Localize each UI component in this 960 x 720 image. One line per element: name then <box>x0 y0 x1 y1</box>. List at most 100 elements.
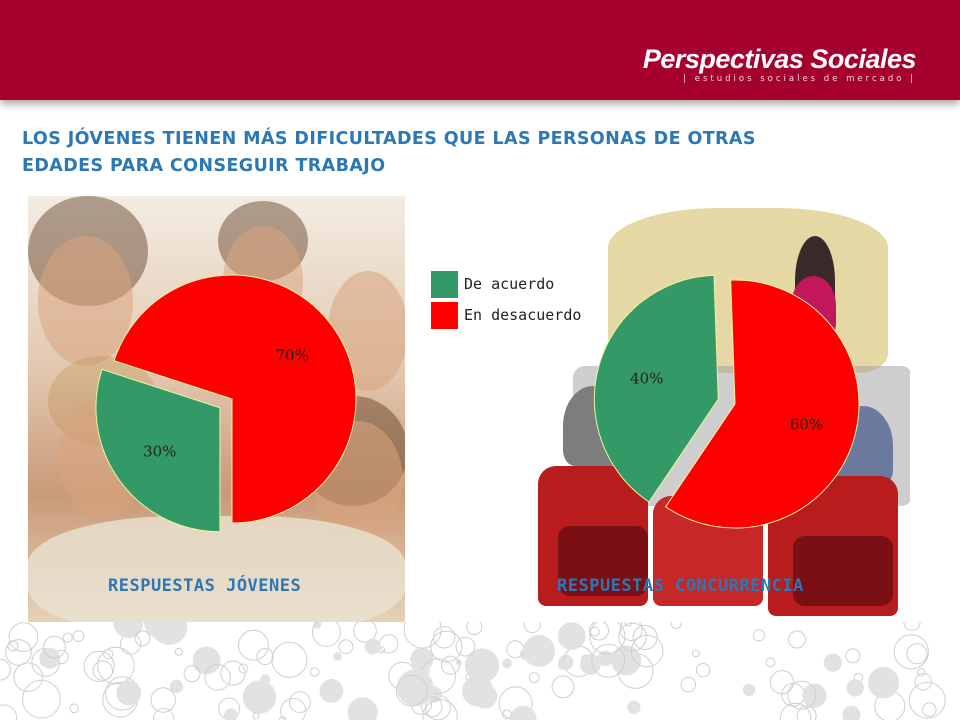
legend-label-de-acuerdo: De acuerdo <box>464 275 555 293</box>
pattern-circle <box>403 622 442 649</box>
pattern-circle <box>174 647 183 656</box>
pattern-circle <box>422 699 458 720</box>
pattern-circle <box>103 649 114 660</box>
pattern-circle <box>256 647 274 666</box>
pattern-circle <box>557 660 567 670</box>
pattern-circle <box>589 622 626 655</box>
pattern-circle <box>144 622 177 639</box>
pattern-circle <box>580 653 601 675</box>
pattern-circle <box>765 657 776 668</box>
pattern-circle <box>169 679 184 694</box>
pattern-circle <box>591 643 626 678</box>
pattern-circle <box>309 667 320 677</box>
pattern-circle <box>183 665 201 683</box>
pattern-circle <box>113 622 144 639</box>
pattern-circle <box>410 647 434 671</box>
slide-title-line1: LOS JÓVENES TIENEN MÁS DIFICULTADES QUE … <box>22 129 756 149</box>
pie-data-label: 40% <box>630 370 663 388</box>
decorative-circle-pattern <box>0 622 960 720</box>
pattern-circle <box>551 675 575 699</box>
pie-slice-en-desacuerdo <box>113 274 357 524</box>
pattern-circle <box>802 683 827 708</box>
pattern-circle <box>630 634 664 668</box>
pattern-circle <box>72 630 85 643</box>
pattern-circle <box>695 663 711 678</box>
pattern-circle <box>597 650 614 667</box>
pattern-circle <box>62 632 73 643</box>
pattern-circle <box>379 634 399 654</box>
pattern-circle <box>465 648 500 683</box>
pattern-circle <box>260 674 271 685</box>
pie-slice-en-desacuerdo <box>664 279 860 529</box>
pattern-circle <box>779 702 812 720</box>
pattern-circle <box>333 652 342 661</box>
pattern-circle <box>627 700 641 714</box>
pattern-circle <box>914 672 933 691</box>
pie-data-label: 30% <box>143 442 176 460</box>
pattern-circle <box>440 655 461 675</box>
header-bar: Perspectivas Sociales | estudios sociale… <box>0 0 960 100</box>
pie-chart-concurrencia: 40% 60% <box>593 274 860 529</box>
pattern-circle <box>691 649 700 658</box>
legend-swatch-en-desacuerdo <box>431 301 458 329</box>
pattern-circle <box>680 676 697 693</box>
brand-tagline: | estudios sociales de mercado | <box>683 74 916 84</box>
pattern-circle <box>502 658 512 669</box>
pattern-circle <box>0 704 18 720</box>
pattern-circle <box>624 622 632 627</box>
legend-label-en-desacuerdo: En desacuerdo <box>464 306 582 324</box>
pattern-circle <box>92 660 114 681</box>
pattern-circle <box>557 622 586 650</box>
pattern-circle <box>338 639 354 655</box>
pattern-circle <box>422 672 429 680</box>
pattern-circle <box>271 641 308 678</box>
pattern-circle <box>842 705 861 720</box>
pattern-circle <box>502 709 512 720</box>
pattern-circle <box>69 703 79 714</box>
pattern-circle <box>238 629 269 661</box>
caption-respuestas-concurrencia: RESPUESTAS CONCURRENCIA <box>557 576 804 596</box>
pattern-circle <box>150 687 176 713</box>
pie-slice-de-acuerdo <box>593 274 719 503</box>
pattern-circle <box>917 668 926 677</box>
pattern-circle <box>224 708 238 720</box>
pattern-circle <box>472 684 498 709</box>
pattern-circle <box>908 681 946 719</box>
pattern-circle <box>670 622 682 629</box>
slide-title: LOS JÓVENES TIENEN MÁS DIFICULTADES QUE … <box>22 126 842 180</box>
pattern-circle <box>903 622 921 631</box>
legend-swatch-de-acuerdo <box>431 270 458 298</box>
pattern-circle <box>922 702 937 717</box>
pattern-circle <box>319 679 344 703</box>
brand-name: Perspectivas Sociales <box>642 44 917 74</box>
pattern-circle <box>455 636 476 657</box>
pattern-circle <box>906 643 928 665</box>
pie-data-label: 60% <box>790 416 823 434</box>
pattern-circle <box>788 630 806 649</box>
pattern-circle <box>116 680 142 706</box>
pattern-circle <box>506 640 525 659</box>
pattern-circle <box>153 708 175 720</box>
pattern-circle <box>589 622 609 641</box>
pattern-circle <box>421 696 443 718</box>
pattern-circle <box>619 622 643 641</box>
caption-respuestas-jovenes: RESPUESTAS JÓVENES <box>108 576 302 596</box>
pattern-circle <box>204 664 231 691</box>
pie-chart-jovenes: 30% 70% <box>95 274 357 533</box>
pattern-circle <box>846 679 864 697</box>
brand-logo: Perspectivas Sociales | estudios sociale… <box>642 44 917 84</box>
pattern-circle <box>893 634 929 670</box>
pattern-circle <box>134 630 151 647</box>
pattern-circle <box>0 658 11 681</box>
pattern-circle <box>752 629 766 642</box>
pattern-circle <box>523 635 555 667</box>
pattern-circle <box>742 683 756 697</box>
pattern-circle <box>22 679 61 719</box>
pattern-circle <box>289 691 311 713</box>
pattern-circle <box>5 639 32 666</box>
slide-title-line2: EDADES PARA CONSEGUIR TRABAJO <box>22 156 386 176</box>
pattern-circle <box>395 674 428 707</box>
pattern-circle <box>252 712 260 720</box>
pattern-circle <box>845 648 861 664</box>
